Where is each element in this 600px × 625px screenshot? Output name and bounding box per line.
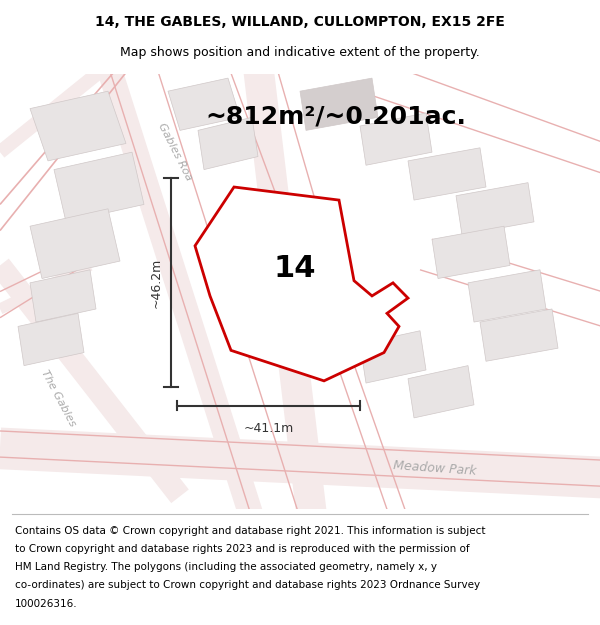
Text: Meadow Park: Meadow Park xyxy=(393,459,477,478)
Polygon shape xyxy=(300,78,378,131)
Polygon shape xyxy=(456,182,534,235)
Text: Gables Road: Gables Road xyxy=(289,216,323,285)
Text: Contains OS data © Crown copyright and database right 2021. This information is : Contains OS data © Crown copyright and d… xyxy=(15,526,485,536)
Text: 100026316.: 100026316. xyxy=(15,599,77,609)
Text: ~812m²/~0.201ac.: ~812m²/~0.201ac. xyxy=(206,104,466,128)
Polygon shape xyxy=(480,309,558,361)
Polygon shape xyxy=(198,118,258,169)
Polygon shape xyxy=(18,313,84,366)
Text: ~46.2m: ~46.2m xyxy=(149,258,163,308)
Text: co-ordinates) are subject to Crown copyright and database rights 2023 Ordnance S: co-ordinates) are subject to Crown copyr… xyxy=(15,581,480,591)
Text: Map shows position and indicative extent of the property.: Map shows position and indicative extent… xyxy=(120,46,480,59)
Polygon shape xyxy=(468,270,546,322)
Polygon shape xyxy=(432,226,510,279)
Polygon shape xyxy=(408,366,474,418)
Text: The Gables: The Gables xyxy=(40,368,78,428)
Polygon shape xyxy=(30,270,96,322)
Polygon shape xyxy=(360,113,432,165)
Polygon shape xyxy=(30,91,126,161)
Polygon shape xyxy=(168,78,240,131)
Polygon shape xyxy=(54,152,144,222)
Polygon shape xyxy=(408,148,486,200)
Polygon shape xyxy=(195,187,408,381)
Text: 14, THE GABLES, WILLAND, CULLOMPTON, EX15 2FE: 14, THE GABLES, WILLAND, CULLOMPTON, EX1… xyxy=(95,15,505,29)
Text: to Crown copyright and database rights 2023 and is reproduced with the permissio: to Crown copyright and database rights 2… xyxy=(15,544,470,554)
Text: ~41.1m: ~41.1m xyxy=(244,422,293,435)
Text: Gables Roa: Gables Roa xyxy=(157,122,194,182)
Polygon shape xyxy=(30,209,120,279)
Text: HM Land Registry. The polygons (including the associated geometry, namely x, y: HM Land Registry. The polygons (includin… xyxy=(15,562,437,572)
Text: 14: 14 xyxy=(274,254,316,282)
Polygon shape xyxy=(360,331,426,383)
